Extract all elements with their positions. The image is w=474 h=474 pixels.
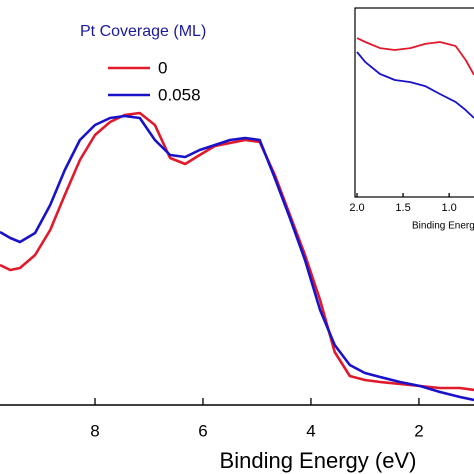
series-line bbox=[0, 114, 474, 402]
x-axis-label: Binding Energy (eV) bbox=[220, 448, 417, 473]
legend-label: 0.058 bbox=[158, 85, 201, 104]
series-line bbox=[0, 111, 474, 392]
x-tick-label: 4 bbox=[306, 421, 315, 440]
legend-label: 0 bbox=[158, 58, 167, 77]
x-tick-label: 2 bbox=[414, 421, 423, 440]
series-line bbox=[356, 51, 474, 119]
legend-title: Pt Coverage (ML) bbox=[80, 23, 206, 40]
inset-frame bbox=[354, 7, 474, 198]
x-axis-label: Binding Energy (eV) bbox=[412, 221, 474, 232]
x-tick-label: 1.0 bbox=[441, 202, 456, 214]
x-tick-label: 2.0 bbox=[349, 202, 364, 214]
x-tick-label: 6 bbox=[198, 421, 207, 440]
x-tick-label: 8 bbox=[90, 421, 99, 440]
series-line bbox=[356, 37, 474, 76]
x-tick-label: 1.5 bbox=[395, 202, 410, 214]
